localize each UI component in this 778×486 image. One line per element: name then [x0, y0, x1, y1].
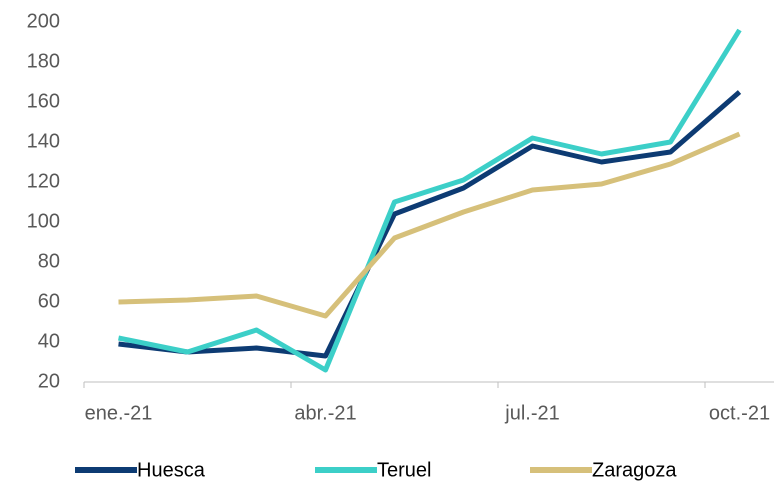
series-line: [118, 90, 742, 359]
y-tick-label: 40: [38, 330, 60, 352]
y-tick-label: 140: [27, 130, 60, 152]
y-tick-label: 80: [38, 250, 60, 272]
x-tick-label: oct.-21: [709, 402, 770, 424]
y-tick-label: 200: [27, 10, 60, 32]
x-tick-label: abr.-21: [294, 402, 356, 424]
series-line: [118, 28, 742, 373]
y-tick-label: 60: [38, 290, 60, 312]
legend-label: Zaragoza: [592, 459, 677, 481]
y-tick-label: 180: [27, 50, 60, 72]
legend-label: Huesca: [137, 459, 206, 481]
y-tick-label: 20: [38, 370, 60, 392]
series-line: [118, 131, 741, 319]
x-tick-label: jul.-21: [504, 402, 559, 424]
y-tick-label: 100: [27, 210, 60, 232]
y-tick-label: 120: [27, 170, 60, 192]
legend-label: Teruel: [377, 459, 431, 481]
y-tick-label: 160: [27, 90, 60, 112]
x-tick-label: ene.-21: [85, 402, 153, 424]
